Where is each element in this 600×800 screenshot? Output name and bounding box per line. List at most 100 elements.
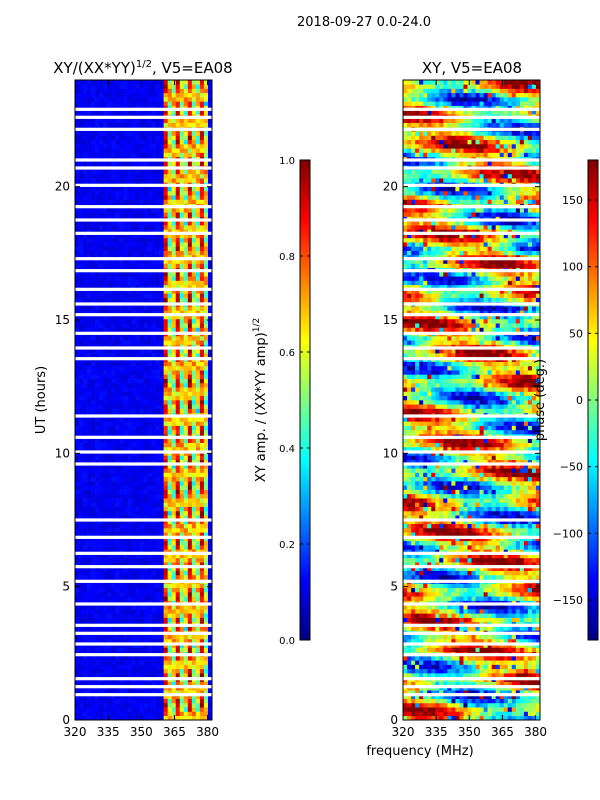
heatmap-cell xyxy=(115,425,120,431)
heatmap-cell xyxy=(83,574,88,580)
heatmap-cell xyxy=(191,348,197,354)
heatmap-cell xyxy=(83,139,88,145)
heatmap-cell xyxy=(107,660,112,665)
heatmap-cell xyxy=(175,92,181,98)
heatmap-cell xyxy=(119,562,124,567)
heatmap-cell xyxy=(115,502,120,507)
heatmap-cell xyxy=(83,382,88,388)
heatmap-cell xyxy=(79,464,84,469)
heatmap-cell xyxy=(91,109,96,115)
heatmap-cell xyxy=(75,212,80,217)
heatmap-cell xyxy=(83,690,88,695)
heatmap-cell xyxy=(83,638,88,644)
heatmap-cell xyxy=(147,489,152,495)
heatmap-cell xyxy=(127,532,132,537)
heatmap-cell xyxy=(155,289,160,294)
heatmap-cell xyxy=(135,340,140,345)
heatmap-cell xyxy=(115,468,120,473)
heatmap-cell xyxy=(139,698,144,704)
heatmap-cell xyxy=(103,574,108,580)
heatmap-cell xyxy=(119,506,124,512)
heatmap-cell xyxy=(79,587,84,593)
heatmap-cell xyxy=(187,609,193,614)
heatmap-cell xyxy=(171,297,177,303)
heatmap-cell xyxy=(107,340,112,345)
heatmap-cell xyxy=(207,340,213,345)
heatmap-cell xyxy=(135,289,140,294)
heatmap-cell xyxy=(175,199,181,205)
heatmap-cell xyxy=(155,348,160,354)
heatmap-cell xyxy=(167,442,173,448)
heatmap-cell xyxy=(119,673,124,678)
heatmap-cell xyxy=(191,506,197,512)
heatmap-cell xyxy=(195,148,201,153)
heatmap-cell xyxy=(171,208,177,213)
heatmap-cell xyxy=(103,318,108,324)
heatmap-cell xyxy=(103,647,108,653)
heatmap-cell xyxy=(179,626,185,631)
heatmap-cell xyxy=(143,220,148,226)
heatmap-cell xyxy=(127,446,132,452)
heatmap-cell xyxy=(175,391,181,397)
heatmap-cell xyxy=(95,387,100,392)
heatmap-cell xyxy=(111,583,116,589)
heatmap-cell xyxy=(91,246,96,251)
heatmap-cell xyxy=(155,549,160,554)
heatmap-cell xyxy=(107,656,112,661)
heatmap-cell xyxy=(79,327,84,333)
heatmap-cell xyxy=(199,280,205,286)
heatmap-cell xyxy=(159,92,164,98)
heatmap-cell xyxy=(119,442,124,448)
heatmap-cell xyxy=(135,553,140,559)
heatmap-cell xyxy=(195,237,201,243)
heatmap-cell xyxy=(199,353,205,358)
heatmap-cell xyxy=(119,613,124,618)
heatmap-cell xyxy=(103,387,108,392)
heatmap-cell xyxy=(75,139,80,145)
heatmap-cell xyxy=(155,459,160,465)
heatmap-cell xyxy=(119,152,124,158)
heatmap-cell xyxy=(195,519,201,525)
heatmap-cell xyxy=(143,336,148,341)
heatmap-cell xyxy=(135,250,140,256)
heatmap-cell xyxy=(75,476,80,482)
heatmap-cell xyxy=(151,545,156,550)
heatmap-cell xyxy=(119,421,124,426)
heatmap-cell xyxy=(179,259,185,264)
heatmap-cell xyxy=(79,660,84,665)
heatmap-cell xyxy=(111,212,116,217)
heatmap-cell xyxy=(107,485,112,490)
heatmap-cell xyxy=(111,169,116,175)
heatmap-cell xyxy=(123,365,128,371)
heatmap-cell xyxy=(111,519,116,525)
heatmap-cell xyxy=(75,528,80,533)
heatmap-cell xyxy=(171,306,177,311)
heatmap-cell xyxy=(131,476,136,482)
heatmap-cell xyxy=(151,489,156,495)
heatmap-cell xyxy=(155,225,160,230)
heatmap-cell xyxy=(191,634,197,640)
heatmap-cell xyxy=(179,442,185,448)
heatmap-cell xyxy=(115,681,120,687)
heatmap-cell xyxy=(135,510,140,516)
heatmap-cell xyxy=(111,323,116,328)
heatmap-cell xyxy=(91,348,96,354)
heatmap-cell xyxy=(159,702,164,708)
heatmap-cell xyxy=(87,609,92,614)
heatmap-cell xyxy=(171,562,177,567)
heatmap-cell xyxy=(127,92,132,98)
heatmap-cell xyxy=(163,502,168,507)
heatmap-cell xyxy=(175,310,181,315)
heatmap-cell xyxy=(91,472,96,478)
heatmap-cell xyxy=(107,229,112,234)
heatmap-cell xyxy=(103,562,108,567)
heatmap-cell xyxy=(167,272,173,277)
heatmap-cell xyxy=(199,523,205,529)
heatmap-cell xyxy=(167,694,173,699)
heatmap-cell xyxy=(183,340,189,345)
heatmap-cell xyxy=(151,502,156,507)
heatmap-cell xyxy=(159,190,164,196)
heatmap-cell xyxy=(135,276,140,281)
heatmap-cell xyxy=(195,545,201,550)
heatmap-cell xyxy=(171,690,177,695)
